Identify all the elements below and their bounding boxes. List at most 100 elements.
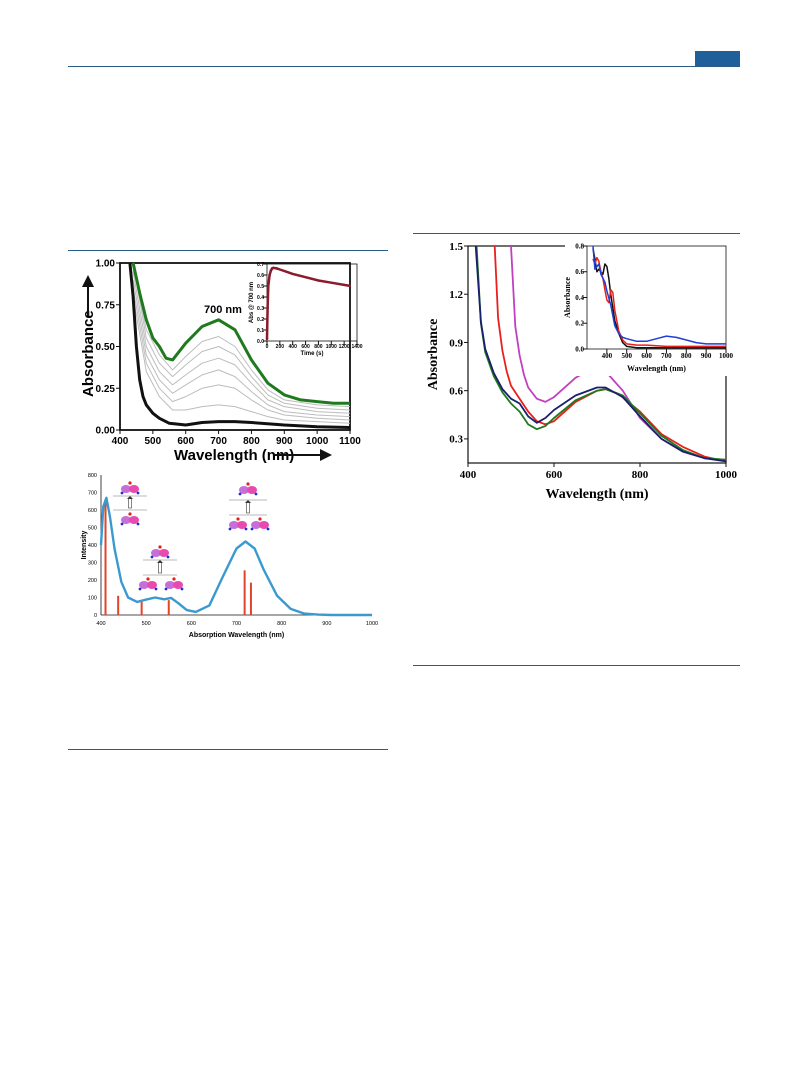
fig-c-x-tick-label: 400 [460, 469, 477, 481]
fig-a-inset-y-tick-label: 0.0 [257, 339, 264, 345]
transition-1-arrowhead [127, 496, 133, 499]
fig-a-inset-x-tick-label: 600 [301, 344, 310, 350]
fig-a-intermediate-trace [132, 262, 351, 408]
fig-c-x-tick-label: 800 [632, 469, 649, 481]
fig-c-y-tick-label: 0.3 [449, 434, 463, 446]
orbital-top-lobe [121, 485, 131, 493]
fig-a-y-tick-label: 0.00 [96, 426, 116, 437]
fig-b-x-tick-label: 700 [232, 621, 241, 627]
fig-a-inset-y-label: Abs @ 700 nm [249, 282, 255, 323]
fig-c-inset-blue-trace [592, 245, 726, 345]
fig-b-spectrum-curve [99, 496, 372, 617]
fig-a-x-tick-label: 1000 [306, 436, 329, 447]
fig-c-navy-trace [474, 245, 727, 463]
orbital-top-lobe [151, 549, 161, 557]
fig-a-intermediate-trace [132, 271, 351, 414]
orbital-bottom-lobe [173, 581, 183, 589]
fig-c-inset-x-tick-label: 1000 [719, 352, 734, 360]
fig-b-x-tick-label: 400 [96, 621, 105, 627]
fig-a-inset-y-tick-label: 0.3 [257, 306, 264, 312]
fig-c-inset-x-tick-label: 500 [621, 352, 632, 360]
orbital-top-atom [120, 491, 124, 495]
fig-c-y-label: Absorbance [426, 319, 441, 391]
fig-c-inset-y-tick-label: 0.0 [575, 345, 584, 353]
fig-b-x-label: Absorption Wavelength (nm) [189, 632, 284, 639]
fig-a-axes: 400 500 600 700 800 900 1000 11000.000.250.500.… [96, 259, 362, 448]
fig-b-y-tick-label: 600 [88, 508, 97, 514]
fig-b-x-tick-label: 900 [322, 621, 331, 627]
orbital-bottom-atom [250, 527, 254, 531]
fig-a-x-tick-label: 400 [112, 436, 129, 447]
fig-a-inset-x-label: Time (s) [301, 351, 324, 357]
fig-a-x-tick-label: 600 [177, 436, 194, 447]
fig-c-y-tick-label: 0.9 [449, 337, 463, 349]
fig-c-inset-x-tick-label: 800 [681, 352, 692, 360]
fig-a-inset-x-tick-label: 200 [276, 344, 285, 350]
x-axis-label: Wavelength (nm) [174, 447, 294, 464]
fig-c-inset-x-tick-label: 400 [602, 352, 613, 360]
fig-a-final-trace [131, 262, 350, 405]
orbital-transition-3 [228, 482, 270, 531]
orbital-bottom-lobe [121, 516, 131, 524]
fig-a-inset-x-tick-label: 1000 [326, 344, 337, 350]
orbital-top-atom [128, 481, 132, 485]
fig-c-inset-y-tick-label: 0.2 [575, 320, 584, 328]
orbital-bottom-atom [244, 527, 248, 531]
fig-b-y-tick-label: 500 [88, 526, 97, 532]
fig-c-inset-y-tick-label: 0.4 [575, 294, 584, 302]
fig-a-x-tick-label: 1100 [339, 436, 361, 447]
fig-a-y-tick-label: 0.50 [96, 342, 116, 353]
figure-a-top-rule [68, 250, 388, 251]
orbital-bottom-lobe [259, 521, 269, 529]
y-axis-label: Absorbance [80, 310, 97, 397]
fig-a-y-tick-label: 0.75 [96, 300, 116, 311]
fig-a-y-tick-label: 0.25 [96, 384, 116, 395]
fig-a-inset-y-tick-label: 0.7 [257, 262, 264, 268]
fig-c-inset-y-tick-label: 0.8 [575, 242, 584, 250]
fig-a-inset-trace [265, 266, 351, 339]
fig-a-inset-point [268, 273, 271, 277]
orbital-bottom-atom [120, 522, 124, 526]
transition-3-arrowhead [245, 500, 251, 503]
fig-a-inset-y-tick-label: 0.2 [257, 317, 264, 323]
fig-c-inset-x-tick-label: 600 [641, 352, 652, 360]
header-tab [695, 51, 740, 66]
orbital-transition-1 [113, 481, 147, 526]
orbital-top-lobe [159, 549, 169, 557]
fig-a-inset-x-tick-label: 800 [314, 344, 323, 350]
fig-a-intermediate-trace [132, 262, 351, 411]
fig-c-x-tick-label: 1000 [715, 469, 738, 481]
fig-c-inset-axes: 400 500 600 700 800 900 1000 0.0 0.2 0.4 0.6 0.8 [575, 242, 733, 360]
orbital-bottom-lobe [147, 581, 157, 589]
orbital-bottom-lobe [139, 581, 149, 589]
orbital-top-atom [158, 545, 162, 549]
fig-c-inset-y-tick-label: 0.6 [575, 268, 584, 276]
orbital-bottom-lobe [129, 516, 139, 524]
fig-a-x-tick-label: 900 [276, 436, 293, 447]
orbital-bottom-atom [266, 527, 270, 531]
orbital-bottom-atom [172, 577, 176, 581]
fig-b-x-tick-label: 500 [142, 621, 151, 627]
transition-2-arrowhead [157, 560, 163, 563]
fig-a-inset-point [272, 266, 275, 270]
orbital-top-atom [254, 492, 258, 496]
orbital-bottom-atom [138, 587, 142, 591]
fig-a-inset-y-tick-label: 0.5 [257, 284, 264, 290]
figure-a-bottom-rule [68, 749, 388, 750]
orbital-bottom-atom [128, 512, 132, 516]
header-rule [68, 66, 740, 67]
fig-a-inset-point [266, 306, 269, 310]
orbital-bottom-atom [180, 587, 184, 591]
fig-c-red-trace [493, 245, 727, 463]
orbital-bottom-atom [258, 517, 262, 521]
orbital-bottom-atom [164, 587, 168, 591]
y-axis-arrow [82, 275, 94, 316]
fig-b-y-tick-label: 400 [88, 543, 97, 549]
fig-a-inset-point [266, 284, 270, 288]
orbital-transition-2 [138, 545, 184, 591]
fig-c-x-tick-label: 600 [546, 469, 563, 481]
x-axis-arrow [275, 449, 332, 461]
